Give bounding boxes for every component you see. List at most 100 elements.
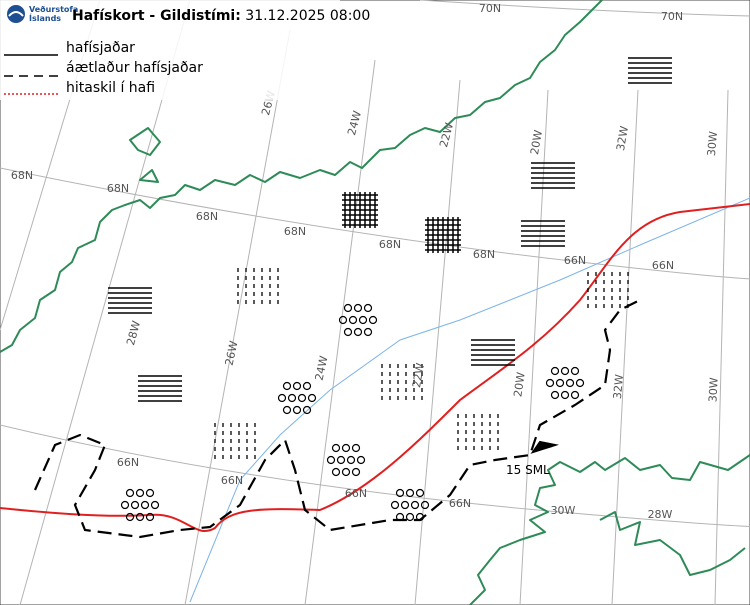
ice-symbol-circles [420,500,430,510]
grid-label: 30W [551,504,576,517]
ice-symbol-circles [292,405,302,415]
ice-symbol-circles [550,390,560,400]
parallel-66n [0,424,750,527]
ice-symbol-circles [575,378,585,388]
ice-symbol-circles [351,443,361,453]
ice-symbol-circles [368,315,378,325]
grid-label: 32W [614,125,631,152]
ice-symbol-circles [400,500,410,510]
grid-label: 70N [479,2,501,15]
grid-labels: 70N 70N 68N 68N 68N 68N 68N 68N 66N 66N 66N 66N 66N 6… [11,2,721,521]
grid-label: 66N [345,487,367,500]
ice-symbol-circles [353,327,363,337]
grid-label: 68N [379,238,401,251]
legend-box [0,0,340,100]
title-label: Hafískort - Gildistími: [72,8,241,24]
ice-symbol-circles [120,500,130,510]
ice-symbol-circles [358,315,368,325]
ice-symbol-circles [302,405,312,415]
grid-label: 26W [223,340,241,367]
ice-symbol-circles [343,303,353,313]
greenland-coast [0,0,603,353]
ice-symbol-circles [277,393,287,403]
ice-symbol-circles [341,443,351,453]
ice-symbol-circles [348,315,358,325]
ice-symbol-circles [390,500,400,510]
ice-symbol-circles [415,488,425,498]
meridian-24w [519,89,549,605]
ice-symbol-circles [356,455,366,465]
meridian-30w [184,29,291,605]
ice-symbol-circles [395,488,405,498]
grid-label: 66N [449,497,471,510]
greenland-islands [129,127,161,183]
meridian-20w [714,89,729,605]
legend-text: hafísjaðar [66,40,135,56]
meridian-32w [19,0,191,605]
ice-symbol-circles [150,500,160,510]
logo-wave [8,11,24,17]
grid-label: 68N [473,248,495,261]
ice-symbol-circles [555,378,565,388]
grid-label: 70N [661,10,683,23]
ice-symbol-circles [570,366,580,376]
ice-symbol-circles [145,488,155,498]
ice-symbol-circles [570,390,580,400]
legend-text: áætlaður hafísjaðar [66,60,203,76]
grid-label: 30W [705,131,720,157]
ice-symbol-circles [405,512,415,522]
grid-label: 28W [124,319,143,347]
grid-label: 22W [410,362,427,389]
ice-symbols [108,57,672,522]
logo: Veðurstofa Íslands [7,5,78,23]
ice-symbol-circles [282,381,292,391]
ice-symbol-circles [282,405,292,415]
distance-label: 15 SML [506,463,550,477]
title: Hafískort - Gildistími: 31.12.2025 08:00 [72,8,370,24]
ice-symbol-circles [343,327,353,337]
iceland-coast [469,454,750,605]
grid-label: 28W [648,508,673,521]
meridian-28w [304,59,376,605]
ice-symbol-circles [331,443,341,453]
ice-symbol-circles [297,393,307,403]
ice-symbol-circles [336,455,346,465]
thermal-front [0,203,750,532]
ice-symbol-circles [550,366,560,376]
grid-label: 32W [611,374,626,400]
ice-symbol-circles [287,393,297,403]
ice-symbol-circles [292,381,302,391]
grid-label: 68N [196,210,218,223]
grid-label: 68N [107,182,129,195]
logo-text: Íslands [29,12,61,23]
grid-label: 66N [652,259,674,272]
ice-symbol-circles [395,512,405,522]
ice-symbol-circles [353,303,363,313]
ice-symbol-circles [363,327,373,337]
iceland-fjords [599,511,746,576]
ice-symbol-circles [140,500,150,510]
ice-symbol-circles [326,455,336,465]
grid-label: 66N [564,254,586,267]
ice-symbol-circles [545,378,555,388]
ice-symbol-circles [135,488,145,498]
valid-time: 31.12.2025 08:00 [245,8,370,24]
ice-symbol-circles [363,303,373,313]
arrow-shaft [536,445,553,451]
ice-symbol-circles [135,512,145,522]
grid-label: 66N [221,474,243,487]
ice-symbol-circles [341,467,351,477]
ice-symbol-circles [565,378,575,388]
grid-label: 66N [117,456,139,469]
ice-symbol-circles [560,390,570,400]
ice-symbol-circles [415,512,425,522]
grid-label: 24W [313,355,331,382]
grid-label: 68N [11,169,33,182]
ice-symbol-circles [302,381,312,391]
ice-symbol-circles [338,315,348,325]
ice-symbol-circles [307,393,317,403]
ice-symbol-circles [125,512,135,522]
grid-label: 20W [528,129,545,156]
grid-label: 68N [284,225,306,238]
